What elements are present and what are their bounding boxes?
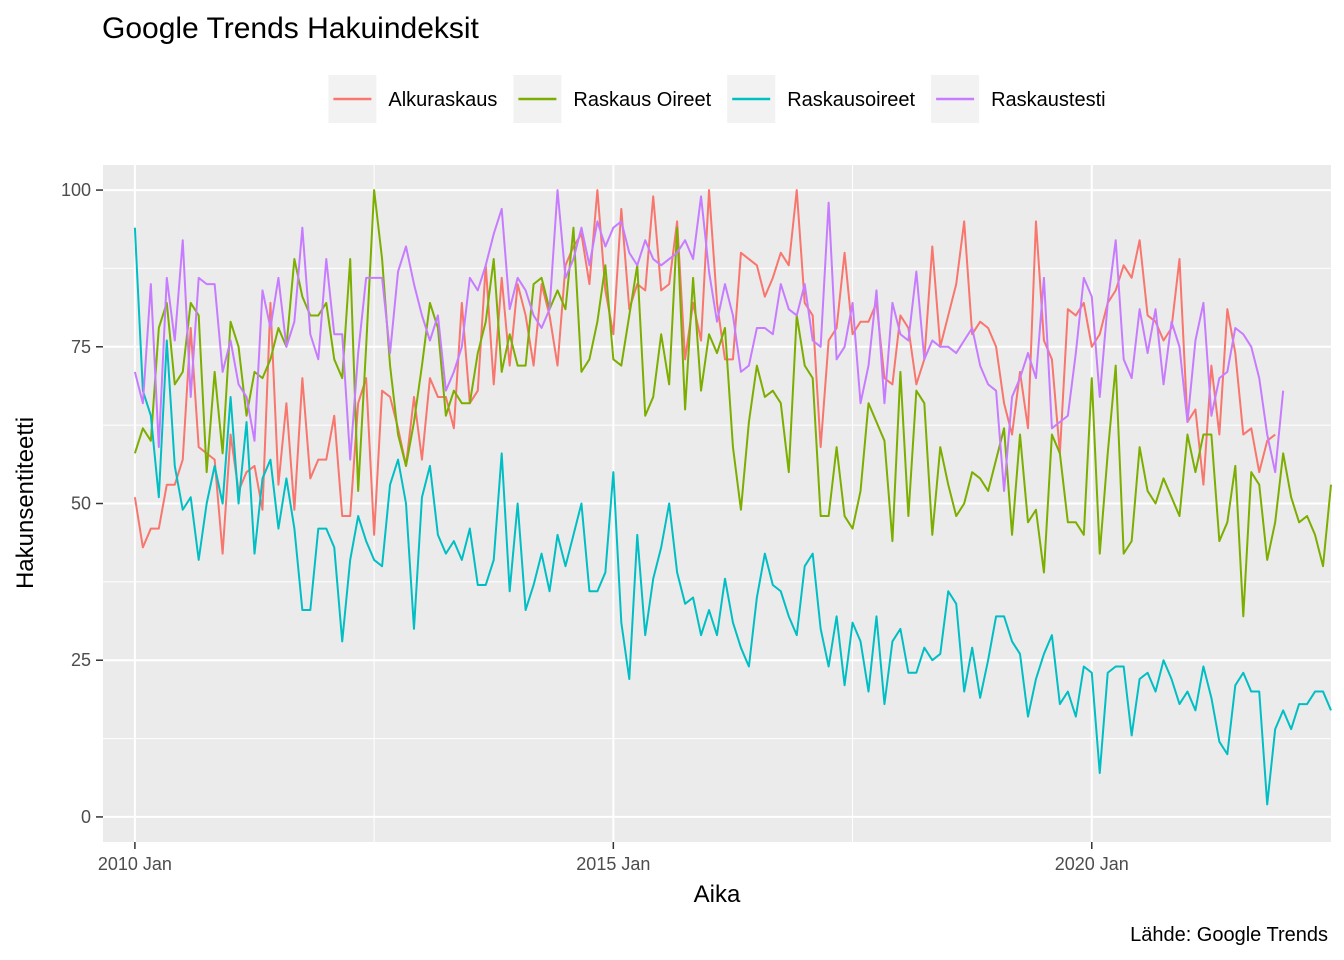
x-axis-title: Aika bbox=[694, 881, 741, 908]
chart-title: Google Trends Hakuindeksit bbox=[102, 12, 480, 45]
legend-label: Raskaus Oireet bbox=[573, 89, 711, 111]
series-line-raskaustesti bbox=[133, 189, 1285, 492]
x-tick-label: 2015 Jan bbox=[576, 854, 650, 874]
legend: Alkuraskaus Raskaus Oireet Raskausoireet Ra… bbox=[328, 75, 1106, 123]
y-axis: 0 25 50 75 100 bbox=[61, 180, 103, 827]
series-line-alkuraskaus bbox=[133, 189, 1276, 555]
y-tick-label: 100 bbox=[61, 180, 91, 200]
legend-item: Alkuraskaus bbox=[328, 75, 497, 123]
y-tick-label: 0 bbox=[81, 807, 91, 827]
x-axis: 2010 Jan 2015 Jan 2020 Jan bbox=[98, 842, 1129, 874]
series-lines bbox=[133, 189, 1332, 806]
y-axis-title: Hakunsentiteetti bbox=[12, 417, 39, 589]
y-tick-label: 25 bbox=[71, 650, 91, 670]
y-tick-label: 75 bbox=[71, 337, 91, 357]
y-tick-label: 50 bbox=[71, 494, 91, 514]
legend-label: Alkuraskaus bbox=[388, 89, 497, 111]
legend-label: Raskaustesti bbox=[991, 89, 1106, 111]
legend-item: Raskaus Oireet bbox=[513, 75, 712, 123]
x-tick-label: 2010 Jan bbox=[98, 854, 172, 874]
legend-label: Raskausoireet bbox=[787, 89, 915, 111]
x-tick-label: 2020 Jan bbox=[1055, 854, 1129, 874]
series-line-raskaus-oireet bbox=[133, 189, 1332, 618]
legend-item: Raskaustesti bbox=[931, 75, 1106, 123]
legend-item: Raskausoireet bbox=[727, 75, 915, 123]
caption: Lähde: Google Trends bbox=[1130, 924, 1328, 946]
series-line-raskausoireet bbox=[133, 227, 1332, 806]
